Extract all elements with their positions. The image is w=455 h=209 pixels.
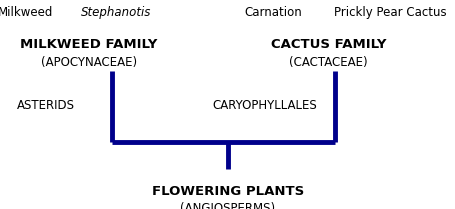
Text: Stephanotis: Stephanotis — [81, 6, 151, 19]
Text: ASTERIDS: ASTERIDS — [17, 99, 75, 112]
Text: (CACTACEAE): (CACTACEAE) — [288, 56, 367, 69]
Text: FLOWERING PLANTS: FLOWERING PLANTS — [152, 185, 303, 198]
Text: MILKWEED FAMILY: MILKWEED FAMILY — [20, 38, 157, 51]
Text: CACTUS FAMILY: CACTUS FAMILY — [270, 38, 385, 51]
Text: (ANGIOSPERMS): (ANGIOSPERMS) — [180, 202, 275, 209]
Text: Prickly Pear Cactus: Prickly Pear Cactus — [333, 6, 445, 19]
Text: (APOCYNACEAE): (APOCYNACEAE) — [41, 56, 136, 69]
Text: Milkweed: Milkweed — [0, 6, 53, 19]
Text: Carnation: Carnation — [244, 6, 302, 19]
Text: CARYOPHYLLALES: CARYOPHYLLALES — [212, 99, 316, 112]
